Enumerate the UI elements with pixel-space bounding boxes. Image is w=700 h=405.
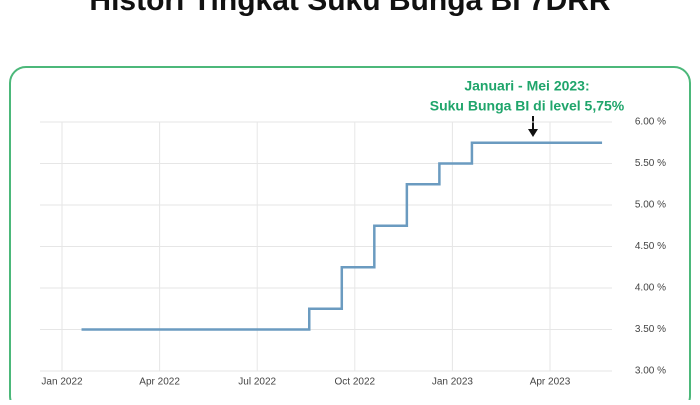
x-tick-label: Apr 2022 <box>139 377 180 388</box>
y-tick-label: 5.50 % <box>635 158 666 169</box>
x-tick-label: Jul 2022 <box>238 377 276 388</box>
chart-card <box>9 66 691 405</box>
page-title: Histori Tingkat Suku Bunga BI 7DRR <box>89 0 610 17</box>
x-tick-label: Jan 2023 <box>432 377 474 388</box>
y-tick-label: 3.50 % <box>635 324 666 335</box>
annotation: Suku Bunga BI di level 5,75% <box>430 98 625 114</box>
y-tick-label: 5.00 % <box>635 200 666 211</box>
y-tick-label: 4.50 % <box>635 241 666 252</box>
y-tick-label: 3.00 % <box>635 366 666 377</box>
rate-line <box>81 141 603 331</box>
x-tick-label: Jan 2022 <box>41 377 83 388</box>
arrow-head <box>528 129 538 137</box>
y-tick-label: 6.00 % <box>635 117 666 128</box>
y-tick-label: 4.00 % <box>635 283 666 294</box>
annotation: Januari - Mei 2023: <box>464 78 589 94</box>
x-tick-label: Oct 2022 <box>335 377 376 388</box>
x-tick-label: Apr 2023 <box>530 377 571 388</box>
